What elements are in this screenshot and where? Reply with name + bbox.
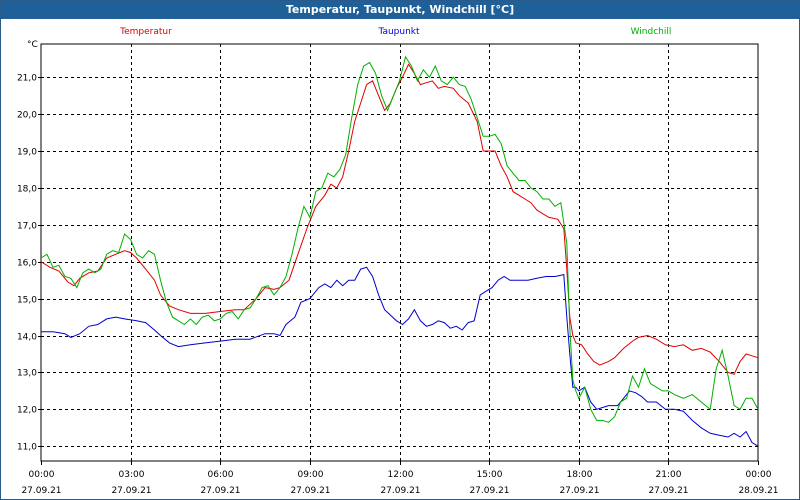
x-tick-label-time: 15:00 [477, 470, 503, 480]
plot-area [40, 43, 759, 462]
y-tick-label: 13,0 [17, 369, 37, 379]
legend-windchill: Windchill [631, 27, 672, 37]
x-tick-label-time: 21:00 [656, 470, 682, 480]
x-tick-label-date: 27.09.21 [380, 486, 420, 496]
x-tick-label-date: 27.09.21 [290, 486, 330, 496]
legend-temperatur: Temperatur [119, 27, 172, 37]
x-tick-label-date: 27.09.21 [200, 486, 240, 496]
y-tick-label: 20,0 [17, 111, 37, 121]
series-line-taupunkt [41, 266, 759, 447]
y-tick-label: 18,0 [17, 185, 37, 195]
x-tick-label-date: 28.09.21 [738, 486, 778, 496]
y-tick-label: 21,0 [17, 74, 37, 84]
y-tick-label: 15,0 [17, 296, 37, 306]
x-tick-label-time: 09:00 [298, 470, 324, 480]
x-tick-label-time: 00:00 [746, 470, 772, 480]
x-tick-label-time: 18:00 [567, 470, 593, 480]
y-tick-label: 11,0 [17, 443, 37, 453]
x-tick-label-date: 27.09.21 [469, 486, 509, 496]
x-tick-label-date: 27.09.21 [111, 486, 151, 496]
y-tick-label: 16,0 [17, 259, 37, 269]
y-tick-label: 14,0 [17, 333, 37, 343]
x-tick-label-date: 27.09.21 [559, 486, 599, 496]
x-tick-label-time: 06:00 [208, 470, 234, 480]
x-tick-label-time: 00:00 [29, 470, 55, 480]
x-tick-label-time: 03:00 [119, 470, 145, 480]
series-line-temperatur [40, 63, 759, 375]
y-tick-label: 19,0 [17, 148, 37, 158]
x-tick-label-date: 27.09.21 [648, 486, 688, 496]
y-tick-label: 12,0 [17, 406, 37, 416]
y-axis-label: °C [27, 40, 38, 50]
x-tick-label-date: 27.09.21 [21, 486, 61, 496]
series-line-windchill [40, 55, 759, 423]
y-tick-label: 17,0 [17, 222, 37, 232]
legend-taupunkt: Taupunkt [377, 27, 420, 37]
chart-title: Temperatur, Taupunkt, Windchill [°C] [1, 1, 799, 19]
x-tick-label-time: 12:00 [388, 470, 414, 480]
